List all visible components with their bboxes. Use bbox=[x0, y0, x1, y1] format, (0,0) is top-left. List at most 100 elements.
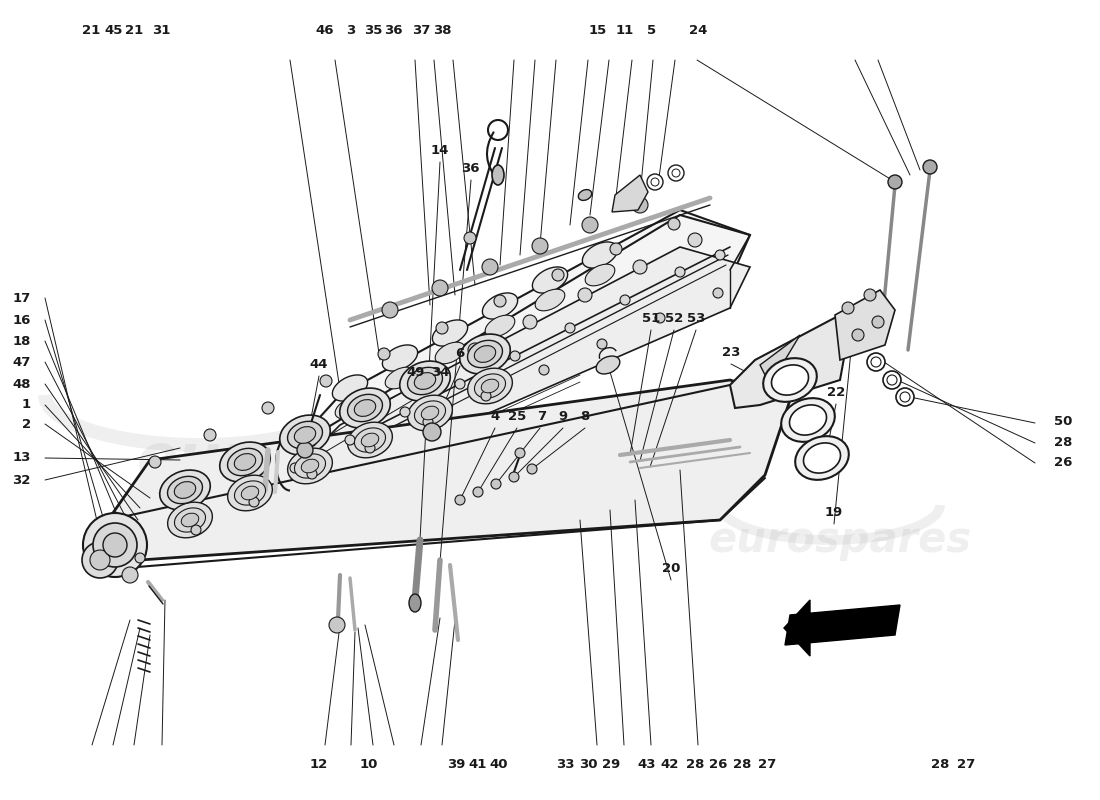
Circle shape bbox=[578, 288, 592, 302]
Ellipse shape bbox=[167, 502, 212, 538]
Circle shape bbox=[883, 371, 901, 389]
Polygon shape bbox=[280, 210, 750, 478]
Ellipse shape bbox=[383, 345, 418, 371]
Circle shape bbox=[455, 495, 465, 505]
Text: 9: 9 bbox=[559, 410, 568, 422]
Circle shape bbox=[632, 197, 648, 213]
Polygon shape bbox=[835, 290, 895, 360]
Text: 31: 31 bbox=[153, 24, 170, 37]
Circle shape bbox=[424, 423, 441, 441]
Text: 13: 13 bbox=[12, 451, 31, 464]
Text: 43: 43 bbox=[638, 758, 656, 770]
Circle shape bbox=[82, 542, 118, 578]
Ellipse shape bbox=[220, 442, 271, 482]
Circle shape bbox=[597, 339, 607, 349]
Text: 27: 27 bbox=[758, 758, 776, 770]
Text: 49: 49 bbox=[407, 366, 425, 378]
Text: 44: 44 bbox=[310, 358, 328, 370]
Ellipse shape bbox=[582, 242, 618, 268]
Ellipse shape bbox=[399, 361, 450, 401]
Text: 16: 16 bbox=[12, 314, 31, 326]
Circle shape bbox=[262, 402, 274, 414]
Text: 24: 24 bbox=[690, 24, 707, 37]
Circle shape bbox=[552, 269, 564, 281]
Ellipse shape bbox=[468, 340, 503, 368]
Circle shape bbox=[715, 250, 725, 260]
Circle shape bbox=[527, 464, 537, 474]
Circle shape bbox=[532, 238, 548, 254]
Circle shape bbox=[481, 391, 491, 401]
Circle shape bbox=[290, 463, 300, 473]
Circle shape bbox=[494, 295, 506, 307]
Ellipse shape bbox=[348, 422, 393, 458]
Text: 25: 25 bbox=[508, 410, 526, 422]
Ellipse shape bbox=[460, 334, 510, 374]
Text: 4: 4 bbox=[491, 410, 499, 422]
Text: 2: 2 bbox=[22, 418, 31, 430]
Text: 17: 17 bbox=[12, 292, 31, 305]
Text: 7: 7 bbox=[537, 410, 546, 422]
Ellipse shape bbox=[485, 315, 515, 337]
Text: 45: 45 bbox=[104, 24, 122, 37]
Ellipse shape bbox=[474, 346, 496, 362]
Circle shape bbox=[365, 443, 375, 453]
Text: 22: 22 bbox=[827, 386, 845, 398]
Ellipse shape bbox=[415, 373, 436, 390]
Ellipse shape bbox=[332, 375, 367, 401]
Circle shape bbox=[320, 375, 332, 387]
Text: 23: 23 bbox=[723, 346, 740, 358]
Circle shape bbox=[651, 178, 659, 186]
Circle shape bbox=[610, 243, 621, 255]
Circle shape bbox=[675, 267, 685, 277]
Text: 29: 29 bbox=[603, 758, 620, 770]
Text: 32: 32 bbox=[12, 474, 31, 486]
Ellipse shape bbox=[385, 367, 415, 389]
Circle shape bbox=[468, 343, 482, 357]
Text: eurospares: eurospares bbox=[708, 519, 971, 561]
Ellipse shape bbox=[234, 481, 265, 505]
Text: 3: 3 bbox=[346, 24, 355, 37]
Circle shape bbox=[713, 288, 723, 298]
Ellipse shape bbox=[295, 426, 316, 443]
Text: 38: 38 bbox=[433, 24, 451, 37]
Circle shape bbox=[432, 280, 448, 296]
Circle shape bbox=[647, 174, 663, 190]
Circle shape bbox=[654, 313, 666, 323]
Circle shape bbox=[842, 302, 854, 314]
Polygon shape bbox=[100, 380, 790, 570]
Ellipse shape bbox=[492, 165, 504, 185]
Text: 34: 34 bbox=[431, 366, 449, 378]
Ellipse shape bbox=[803, 443, 840, 473]
Text: 28: 28 bbox=[932, 758, 949, 770]
Circle shape bbox=[436, 322, 448, 334]
Circle shape bbox=[94, 523, 138, 567]
Polygon shape bbox=[730, 315, 850, 408]
Text: eurospares: eurospares bbox=[136, 430, 524, 490]
Polygon shape bbox=[612, 175, 648, 212]
Text: 37: 37 bbox=[412, 24, 430, 37]
Ellipse shape bbox=[167, 476, 202, 504]
Text: 39: 39 bbox=[448, 758, 465, 770]
Text: 6: 6 bbox=[455, 347, 464, 360]
Ellipse shape bbox=[408, 395, 452, 431]
Text: 26: 26 bbox=[1054, 456, 1072, 469]
Ellipse shape bbox=[536, 289, 564, 311]
Text: 50: 50 bbox=[1054, 415, 1072, 428]
Circle shape bbox=[888, 175, 902, 189]
Ellipse shape bbox=[482, 379, 498, 393]
Ellipse shape bbox=[421, 406, 439, 420]
Ellipse shape bbox=[432, 320, 468, 346]
Circle shape bbox=[302, 433, 317, 447]
Circle shape bbox=[896, 388, 914, 406]
Ellipse shape bbox=[287, 422, 322, 449]
Text: 42: 42 bbox=[661, 758, 679, 770]
Ellipse shape bbox=[348, 394, 383, 422]
Circle shape bbox=[249, 497, 258, 507]
Circle shape bbox=[412, 371, 427, 385]
Circle shape bbox=[515, 448, 525, 458]
Ellipse shape bbox=[532, 267, 568, 293]
Ellipse shape bbox=[234, 454, 255, 470]
Text: 28: 28 bbox=[734, 758, 751, 770]
Ellipse shape bbox=[763, 358, 817, 402]
Text: 33: 33 bbox=[557, 758, 574, 770]
